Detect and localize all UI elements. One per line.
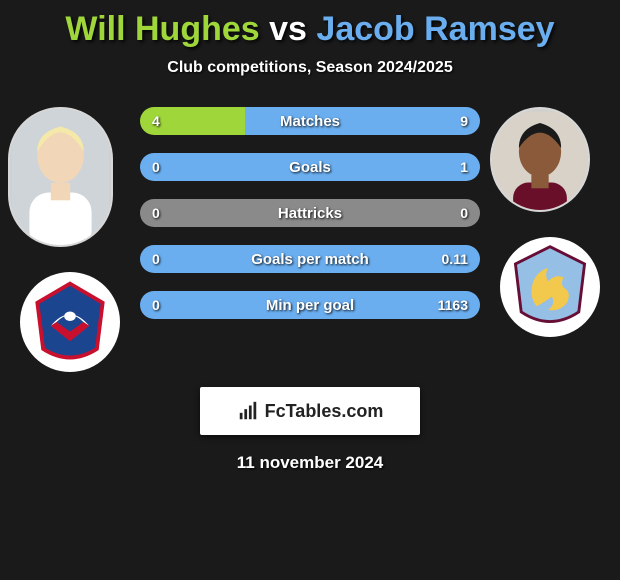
stat-rows: Matches49Goals01Hattricks00Goals per mat… xyxy=(140,107,480,337)
comparison-title: Will Hughes vs Jacob Ramsey xyxy=(0,0,620,49)
player1-club-crest xyxy=(20,272,120,372)
stat-row: Matches4 9 xyxy=(140,107,480,135)
fctables-logo-text: FcTables.com xyxy=(265,401,384,422)
stat-label: Hattricks xyxy=(140,199,480,227)
player2-avatar xyxy=(490,107,590,212)
player1-avatar-icon xyxy=(10,109,111,245)
stat-value-right: 0 xyxy=(448,199,480,227)
player2-name: Jacob Ramsey xyxy=(316,10,554,48)
stat-value-left: 0 xyxy=(140,153,172,181)
stat-row: Goals0 1 xyxy=(140,153,480,181)
stat-row: Hattricks0 0 xyxy=(140,199,480,227)
stat-value-left: 0 xyxy=(140,199,172,227)
crystal-palace-crest-icon xyxy=(22,274,118,370)
stat-value-left: 4 xyxy=(140,107,172,135)
subtitle: Club competitions, Season 2024/2025 xyxy=(0,59,620,77)
infographic-date: 11 november 2024 xyxy=(0,453,620,473)
stat-value-right: 0.11 xyxy=(430,245,480,273)
vs-text: vs xyxy=(269,10,307,48)
aston-villa-crest-icon xyxy=(502,239,598,335)
player2-club-crest xyxy=(500,237,600,337)
stat-row: Goals per match00.11 xyxy=(140,245,480,273)
chart-bars-icon xyxy=(237,400,259,422)
stat-label: Goals xyxy=(140,153,480,181)
stat-label: Matches xyxy=(140,107,480,135)
stat-value-right: 9 xyxy=(448,107,480,135)
fctables-logo: FcTables.com xyxy=(200,387,420,435)
stat-value-right: 1163 xyxy=(426,291,480,319)
stat-value-left: 0 xyxy=(140,245,172,273)
player2-avatar-icon xyxy=(492,109,588,210)
player1-avatar xyxy=(8,107,113,247)
stat-value-left: 0 xyxy=(140,291,172,319)
comparison-body: Matches49Goals01Hattricks00Goals per mat… xyxy=(0,107,620,367)
stat-row: Min per goal01163 xyxy=(140,291,480,319)
player1-name: Will Hughes xyxy=(65,10,259,48)
stat-value-right: 1 xyxy=(448,153,480,181)
